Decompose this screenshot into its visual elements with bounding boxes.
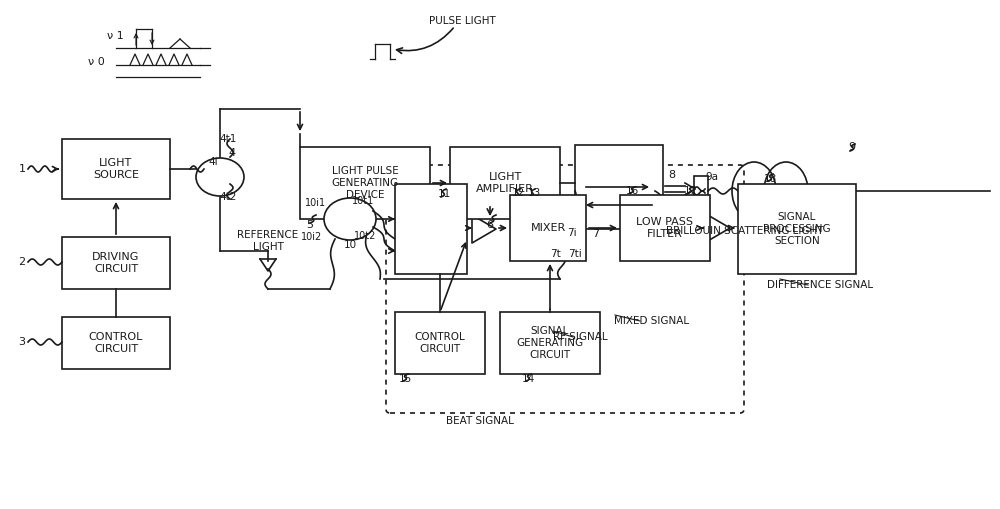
Text: LOW PASS
FILTER: LOW PASS FILTER: [637, 217, 694, 239]
Text: 4t2: 4t2: [219, 192, 237, 202]
Text: LIGHT
SOURCE: LIGHT SOURCE: [93, 158, 139, 180]
Bar: [694, 176, 708, 206]
Text: 7: 7: [592, 229, 600, 239]
Text: ν 0: ν 0: [88, 57, 105, 67]
Bar: [395, 312, 485, 374]
Text: 12: 12: [511, 188, 525, 198]
Text: 4i: 4i: [208, 157, 218, 167]
Text: BEAT SIGNAL: BEAT SIGNAL: [446, 416, 514, 426]
Text: LIGHT PULSE
GENERATING
DEVICE: LIGHT PULSE GENERATING DEVICE: [331, 166, 399, 200]
Text: 6: 6: [486, 220, 494, 230]
Text: 10i1: 10i1: [305, 198, 327, 208]
Text: 5: 5: [306, 220, 314, 230]
Text: 1: 1: [18, 164, 26, 174]
Bar: [620, 195, 710, 261]
Text: SIGNAL
PROCESSING
SECTION: SIGNAL PROCESSING SECTION: [763, 212, 831, 246]
Text: 4t1: 4t1: [219, 134, 237, 144]
Text: 10i2: 10i2: [301, 232, 323, 242]
Text: SIGNAL
GENERATING
CIRCUIT: SIGNAL GENERATING CIRCUIT: [516, 326, 584, 359]
Text: 10t2: 10t2: [354, 231, 376, 241]
Text: 13: 13: [527, 188, 541, 198]
Bar: [575, 145, 663, 229]
Text: 14: 14: [521, 374, 535, 384]
Bar: [62, 237, 170, 289]
Text: 15: 15: [398, 374, 412, 384]
Text: MIXER: MIXER: [530, 223, 566, 233]
Bar: [510, 195, 586, 261]
Text: 10: 10: [343, 240, 357, 250]
Text: PULSE LIGHT: PULSE LIGHT: [429, 16, 495, 26]
Text: ν 1: ν 1: [107, 31, 124, 41]
Bar: [395, 184, 467, 274]
Text: 7i: 7i: [567, 228, 577, 238]
Text: 7ti: 7ti: [568, 249, 582, 259]
Text: REFERENCE
LIGHT: REFERENCE LIGHT: [237, 230, 299, 252]
Bar: [300, 147, 430, 219]
Text: 8: 8: [668, 170, 676, 180]
Text: 9: 9: [848, 142, 856, 152]
Text: 10t1: 10t1: [352, 196, 374, 206]
Text: 3: 3: [18, 337, 26, 347]
Text: 7t: 7t: [550, 249, 560, 259]
Ellipse shape: [324, 198, 376, 240]
Text: 11: 11: [437, 189, 451, 199]
Text: 16: 16: [625, 186, 639, 196]
Text: CONTROL
CIRCUIT: CONTROL CIRCUIT: [415, 332, 465, 354]
Text: RF SIGNAL: RF SIGNAL: [553, 332, 607, 342]
Text: LIGHT
AMPLIFIER: LIGHT AMPLIFIER: [476, 172, 534, 194]
Bar: [738, 184, 856, 274]
Text: 9a: 9a: [706, 172, 718, 182]
Bar: [62, 317, 170, 369]
Ellipse shape: [196, 158, 244, 196]
Text: CONTROL
CIRCUIT: CONTROL CIRCUIT: [89, 332, 143, 354]
Text: 17: 17: [683, 186, 697, 196]
Text: 2: 2: [18, 257, 26, 267]
Text: 4: 4: [228, 148, 236, 158]
Bar: [450, 147, 560, 219]
Bar: [500, 312, 600, 374]
Text: 18: 18: [763, 174, 777, 184]
Text: DIFFERENCE SIGNAL: DIFFERENCE SIGNAL: [767, 280, 873, 290]
Bar: [62, 139, 170, 199]
Text: MIXED SIGNAL: MIXED SIGNAL: [614, 316, 690, 326]
Text: BRILLOUIN SCATTERING LIGHT: BRILLOUIN SCATTERING LIGHT: [666, 226, 824, 236]
Text: DRIVING
CIRCUIT: DRIVING CIRCUIT: [92, 252, 140, 274]
